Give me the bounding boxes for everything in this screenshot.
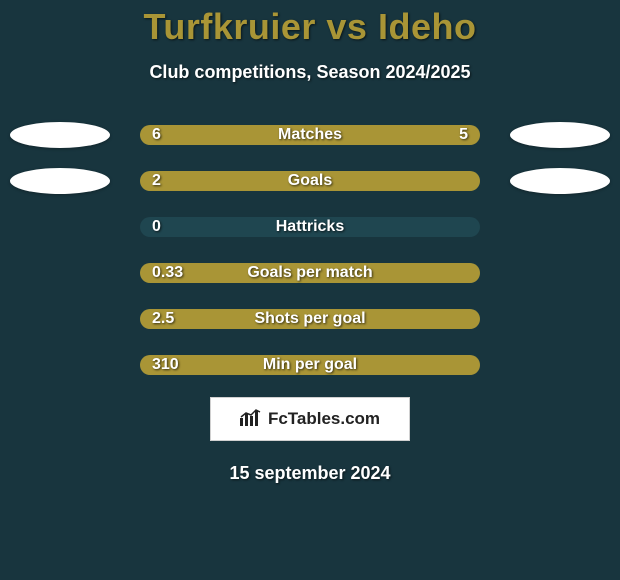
stat-bar: 0.33Goals per match	[140, 263, 480, 283]
stat-bar-fill	[140, 125, 480, 145]
stat-left-value: 0.33	[152, 263, 183, 283]
left-badge	[10, 168, 110, 194]
stat-bar-fill	[140, 309, 480, 329]
right-badge	[510, 122, 610, 148]
logo-text: FcTables.com	[268, 409, 380, 429]
stat-bar: 2.5Shots per goal	[140, 309, 480, 329]
stat-label: Hattricks	[140, 217, 480, 237]
stat-rows: 65Matches2Goals0Hattricks0.33Goals per m…	[0, 125, 620, 375]
stat-row: 2Goals	[0, 171, 620, 191]
stat-right-value: 5	[459, 125, 468, 145]
stat-bar: 0Hattricks	[140, 217, 480, 237]
stat-row: 0Hattricks	[0, 217, 620, 237]
stat-left-value: 6	[152, 125, 161, 145]
date: 15 september 2024	[229, 463, 390, 484]
player1-name: Turfkruier	[144, 6, 316, 47]
page-title: Turfkruier vs Ideho	[144, 6, 477, 48]
stat-row: 0.33Goals per match	[0, 263, 620, 283]
vs-text: vs	[326, 6, 367, 47]
fctables-logo[interactable]: FcTables.com	[210, 397, 410, 441]
left-badge	[10, 122, 110, 148]
stat-bar: 2Goals	[140, 171, 480, 191]
stat-left-value: 0	[152, 217, 161, 237]
subtitle: Club competitions, Season 2024/2025	[149, 62, 470, 83]
chart-icon	[240, 408, 262, 431]
player2-name: Ideho	[378, 6, 477, 47]
stat-left-value: 2.5	[152, 309, 174, 329]
stat-bar: 65Matches	[140, 125, 480, 145]
comparison-card: Turfkruier vs Ideho Club competitions, S…	[0, 0, 620, 580]
stat-left-value: 310	[152, 355, 179, 375]
stat-row: 65Matches	[0, 125, 620, 145]
stat-row: 2.5Shots per goal	[0, 309, 620, 329]
right-badge	[510, 168, 610, 194]
stat-bar-fill	[140, 171, 480, 191]
stat-bar-fill	[140, 263, 480, 283]
stat-row: 310Min per goal	[0, 355, 620, 375]
stat-bar: 310Min per goal	[140, 355, 480, 375]
stat-left-value: 2	[152, 171, 161, 191]
stat-bar-fill	[140, 355, 480, 375]
